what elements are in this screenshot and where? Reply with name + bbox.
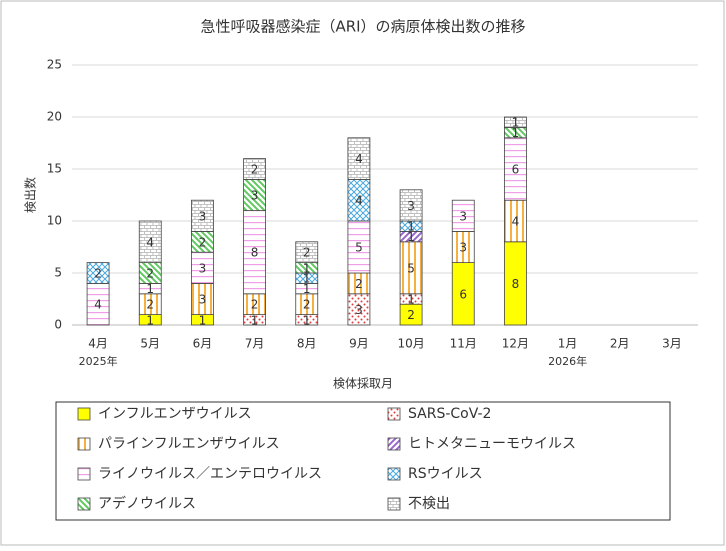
data-label: 3 [407, 199, 415, 213]
data-label: 4 [355, 152, 363, 166]
data-label: 2 [146, 298, 154, 312]
legend-swatch [387, 407, 401, 421]
legend-label: ヒトメタニューモウイルス [408, 436, 576, 452]
data-label: 4 [512, 215, 520, 229]
data-label: 2 [94, 267, 102, 281]
bar-segment [504, 116, 527, 128]
legend-label: パラインフルエンザウイルス [98, 436, 280, 452]
y-axis-label: 検出数 [23, 177, 38, 213]
data-label: 2 [146, 267, 154, 281]
data-label: 4 [146, 235, 154, 249]
y-tick-label: 15 [47, 162, 62, 176]
data-label: 4 [94, 298, 102, 312]
x-tick-label: 2月 [610, 337, 630, 351]
x-tick-label: 9月 [349, 337, 369, 351]
x-tick-label: 7月 [245, 337, 265, 351]
data-label: 2 [355, 277, 363, 291]
data-label: 1 [407, 293, 415, 307]
x-tick-label: 10月 [397, 337, 424, 351]
legend-swatch [77, 437, 91, 451]
legend-label: 不検出 [408, 496, 450, 512]
data-label: 3 [459, 241, 467, 255]
y-tick-label: 25 [47, 58, 62, 72]
data-label: 1 [303, 272, 311, 286]
data-label: 3 [199, 209, 207, 223]
x-tick-label: 8月 [297, 337, 317, 351]
bar-segment [295, 241, 319, 264]
data-label: 1 [407, 230, 415, 244]
bar-segment [399, 189, 423, 222]
data-label: 1 [303, 282, 311, 296]
bar-segment [243, 158, 266, 180]
data-label: 2 [251, 298, 259, 312]
y-tick-label: 5 [54, 266, 62, 280]
bar-segment [138, 220, 162, 263]
x-axis-label: 検体採取月 [333, 377, 393, 391]
legend-swatch [387, 497, 401, 511]
legend-swatch [387, 437, 401, 451]
bar-segment [191, 199, 214, 232]
legend-swatch [77, 497, 91, 511]
data-label: 8 [512, 277, 520, 291]
legend-label: SARS-CoV-2 [408, 406, 491, 422]
data-label: 1 [303, 261, 311, 275]
legend-label: RSウイルス [408, 466, 483, 482]
data-label: 2 [199, 235, 207, 249]
x-tick-label: 3月 [662, 337, 682, 351]
legend-label: インフルエンザウイルス [98, 406, 252, 422]
data-label: 6 [512, 163, 520, 177]
data-label: 1 [303, 313, 311, 327]
data-label: 1 [146, 282, 154, 296]
x-tick-label: 1月 [558, 337, 578, 351]
y-tick-label: 0 [54, 318, 62, 332]
data-label: 1 [146, 313, 154, 327]
data-label: 4 [355, 194, 363, 208]
y-tick-label: 10 [47, 214, 62, 228]
bar-segment [451, 199, 475, 232]
data-label: 2 [251, 163, 259, 177]
bar-segment [347, 137, 371, 180]
data-label: 1 [407, 220, 415, 234]
chart-title: 急性呼吸器感染症（ARI）の病原体検出数の推移 [200, 18, 525, 36]
data-label: 6 [459, 287, 467, 301]
data-label: 3 [199, 293, 207, 307]
data-label: 3 [199, 261, 207, 275]
data-label: 2 [303, 246, 311, 260]
data-label: 1 [512, 116, 520, 130]
bar-segment [86, 262, 110, 284]
data-label: 8 [251, 246, 259, 260]
legend-swatch [387, 467, 401, 481]
y-tick-label: 20 [47, 110, 62, 124]
legend-label: ライノウイルス／エンテロウイルス [98, 466, 322, 482]
x-tick-label: 6月 [193, 337, 213, 351]
data-label: 3 [251, 189, 259, 203]
legend-swatch [77, 467, 91, 481]
x-year-label: 2026年 [548, 354, 587, 368]
data-label: 3 [459, 209, 467, 223]
data-label: 1 [251, 313, 259, 327]
data-label: 5 [407, 261, 415, 275]
data-label: 1 [512, 126, 520, 140]
x-tick-label: 4月 [88, 337, 108, 351]
data-label: 3 [355, 303, 363, 317]
data-label: 2 [303, 298, 311, 312]
x-tick-label: 5月 [140, 337, 160, 351]
x-year-label: 2025年 [79, 354, 118, 368]
legend-label: アデノウイルス [98, 495, 196, 512]
legend-box [55, 401, 671, 521]
x-tick-label: 12月 [502, 337, 529, 351]
x-tick-label: 11月 [450, 337, 477, 351]
legend-swatch [77, 407, 91, 421]
data-label: 1 [199, 313, 207, 327]
data-label: 2 [407, 308, 415, 322]
data-label: 5 [355, 241, 363, 255]
